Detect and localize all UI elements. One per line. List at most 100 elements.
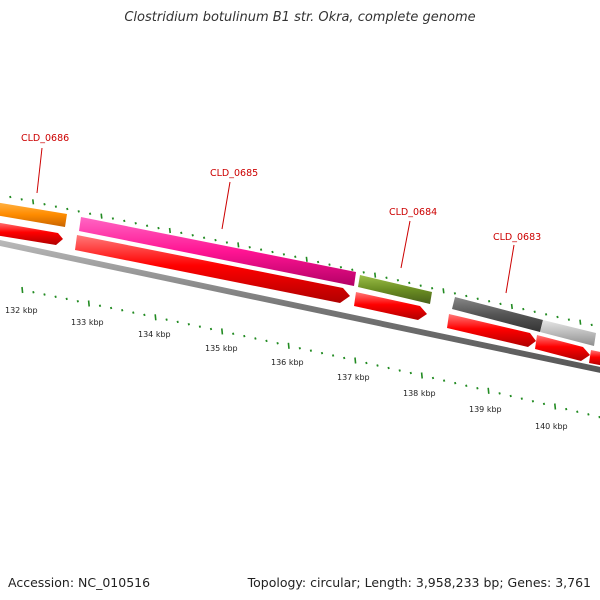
outer-tick: [66, 207, 69, 211]
genome-summary-text: Topology: circular; Length: 3,958,233 bp…: [247, 575, 591, 590]
cds-arrow-4[interactable]: [447, 314, 536, 347]
gene-label-cld-0684[interactable]: CLD_0684: [389, 207, 437, 218]
gene-bar-cld-0683[interactable]: [452, 297, 543, 332]
outer-tick: [328, 263, 331, 266]
ruler-labels: 132 kbp 133 kbp 134 kbp 135 kbp 136 kbp …: [5, 306, 568, 431]
ruler-minor-tick: [520, 397, 523, 400]
gene-label-cld-0686[interactable]: CLD_0686: [21, 133, 69, 144]
outer-tick: [476, 297, 479, 300]
outer-tick: [305, 256, 308, 262]
outer-tick: [294, 255, 297, 259]
gene-leader-lines: [36, 147, 515, 294]
ruler-minor-tick: [476, 387, 479, 390]
ruler-minor-tick: [431, 376, 435, 380]
outer-tick-track: [9, 195, 593, 327]
outer-tick: [556, 315, 559, 319]
ruler-minor-tick: [542, 402, 546, 406]
ruler-label-137: 137 kbp: [337, 373, 370, 382]
gene-feature-track: [0, 202, 596, 346]
outer-tick: [157, 226, 160, 230]
outer-tick: [499, 302, 502, 306]
gene-bar-cld-0684[interactable]: [358, 275, 432, 304]
ruler-label-134: 134 kbp: [138, 330, 171, 339]
ruler-major-tick: [487, 387, 490, 394]
outer-tick: [419, 284, 422, 287]
outer-tick: [123, 219, 126, 223]
ruler-minor-tick: [587, 413, 590, 416]
outer-tick: [214, 238, 217, 242]
genome-backbone: [0, 240, 600, 373]
outer-tick: [180, 231, 183, 235]
outer-tick: [396, 279, 400, 282]
gene-label-cld-0685[interactable]: CLD_0685: [210, 168, 258, 179]
outer-tick: [43, 202, 46, 206]
cds-arrow-2[interactable]: [75, 235, 350, 303]
ruler-minor-tick: [509, 394, 512, 398]
ruler-minor-tick: [143, 313, 146, 317]
ruler-minor-tick: [232, 332, 235, 335]
ruler-label-132: 132 kbp: [5, 306, 38, 315]
ruler-minor-tick: [198, 325, 202, 328]
outer-tick: [168, 227, 171, 234]
outer-tick: [487, 300, 491, 303]
ruler-major-tick: [420, 372, 423, 379]
ruler-label-136: 136 kbp: [271, 358, 304, 367]
outer-tick: [191, 234, 194, 237]
ruler-minor-tick: [565, 407, 568, 411]
ruler-minor-tick: [309, 349, 313, 352]
ruler-minor-tick: [265, 339, 268, 343]
leader-line-cld-0686: [36, 147, 43, 194]
ruler-minor-tick: [454, 381, 457, 385]
ruler-minor-tick: [398, 369, 401, 372]
ruler-minor-tick: [531, 399, 535, 403]
outer-tick: [134, 222, 137, 225]
cds-arrow-6[interactable]: [589, 350, 600, 366]
ruler-minor-tick: [254, 337, 257, 340]
outer-tick: [408, 281, 411, 285]
ruler-minor-tick: [465, 384, 468, 387]
ruler-tick-track: [21, 286, 600, 419]
ruler-minor-tick: [343, 356, 346, 360]
ruler-minor-tick: [320, 351, 324, 355]
cds-arrow-5[interactable]: [535, 335, 590, 361]
cds-arrow-track: [0, 222, 600, 366]
ruler-minor-tick: [387, 366, 390, 370]
outer-tick: [522, 307, 525, 311]
leader-line-cld-0685: [221, 181, 231, 230]
outer-tick: [225, 241, 229, 244]
ruler-minor-tick: [165, 318, 168, 321]
ruler-minor-tick: [298, 346, 301, 350]
leader-line-cld-0684: [400, 220, 411, 269]
gene-labels: CLD_0686 CLD_0685 CLD_0684 CLD_0683: [21, 133, 541, 243]
ruler-minor-tick: [576, 410, 579, 414]
gene-label-cld-0683[interactable]: CLD_0683: [493, 232, 541, 243]
cds-arrow-3[interactable]: [354, 292, 427, 320]
gene-bar-cld-0685[interactable]: [79, 217, 356, 286]
outer-tick: [32, 199, 35, 205]
outer-tick: [579, 319, 582, 325]
outer-tick: [430, 286, 434, 290]
ruler-minor-tick: [376, 364, 379, 367]
cds-arrow-1[interactable]: [0, 222, 63, 245]
outer-tick: [282, 253, 286, 256]
ruler-major-tick: [554, 403, 557, 410]
ruler-minor-tick: [65, 297, 68, 301]
ruler-minor-tick: [187, 323, 190, 326]
ruler-label-135: 135 kbp: [205, 344, 238, 353]
outer-tick: [145, 224, 149, 227]
leader-line-cld-0683: [505, 244, 515, 294]
outer-tick: [248, 246, 251, 249]
outer-tick: [339, 265, 343, 269]
outer-tick: [271, 250, 274, 254]
ruler-minor-tick: [132, 311, 135, 314]
outer-tick: [374, 272, 377, 278]
ruler-minor-tick: [98, 304, 102, 308]
outer-tick: [453, 292, 457, 295]
gene-bar-cld-0686[interactable]: [0, 202, 67, 227]
ruler-minor-tick: [43, 293, 46, 296]
outer-tick: [351, 268, 354, 272]
gene-bar-light-gray[interactable]: [540, 320, 596, 346]
ruler-major-tick: [87, 300, 90, 307]
ruler-minor-tick: [331, 354, 335, 357]
ruler-minor-tick: [409, 371, 412, 375]
